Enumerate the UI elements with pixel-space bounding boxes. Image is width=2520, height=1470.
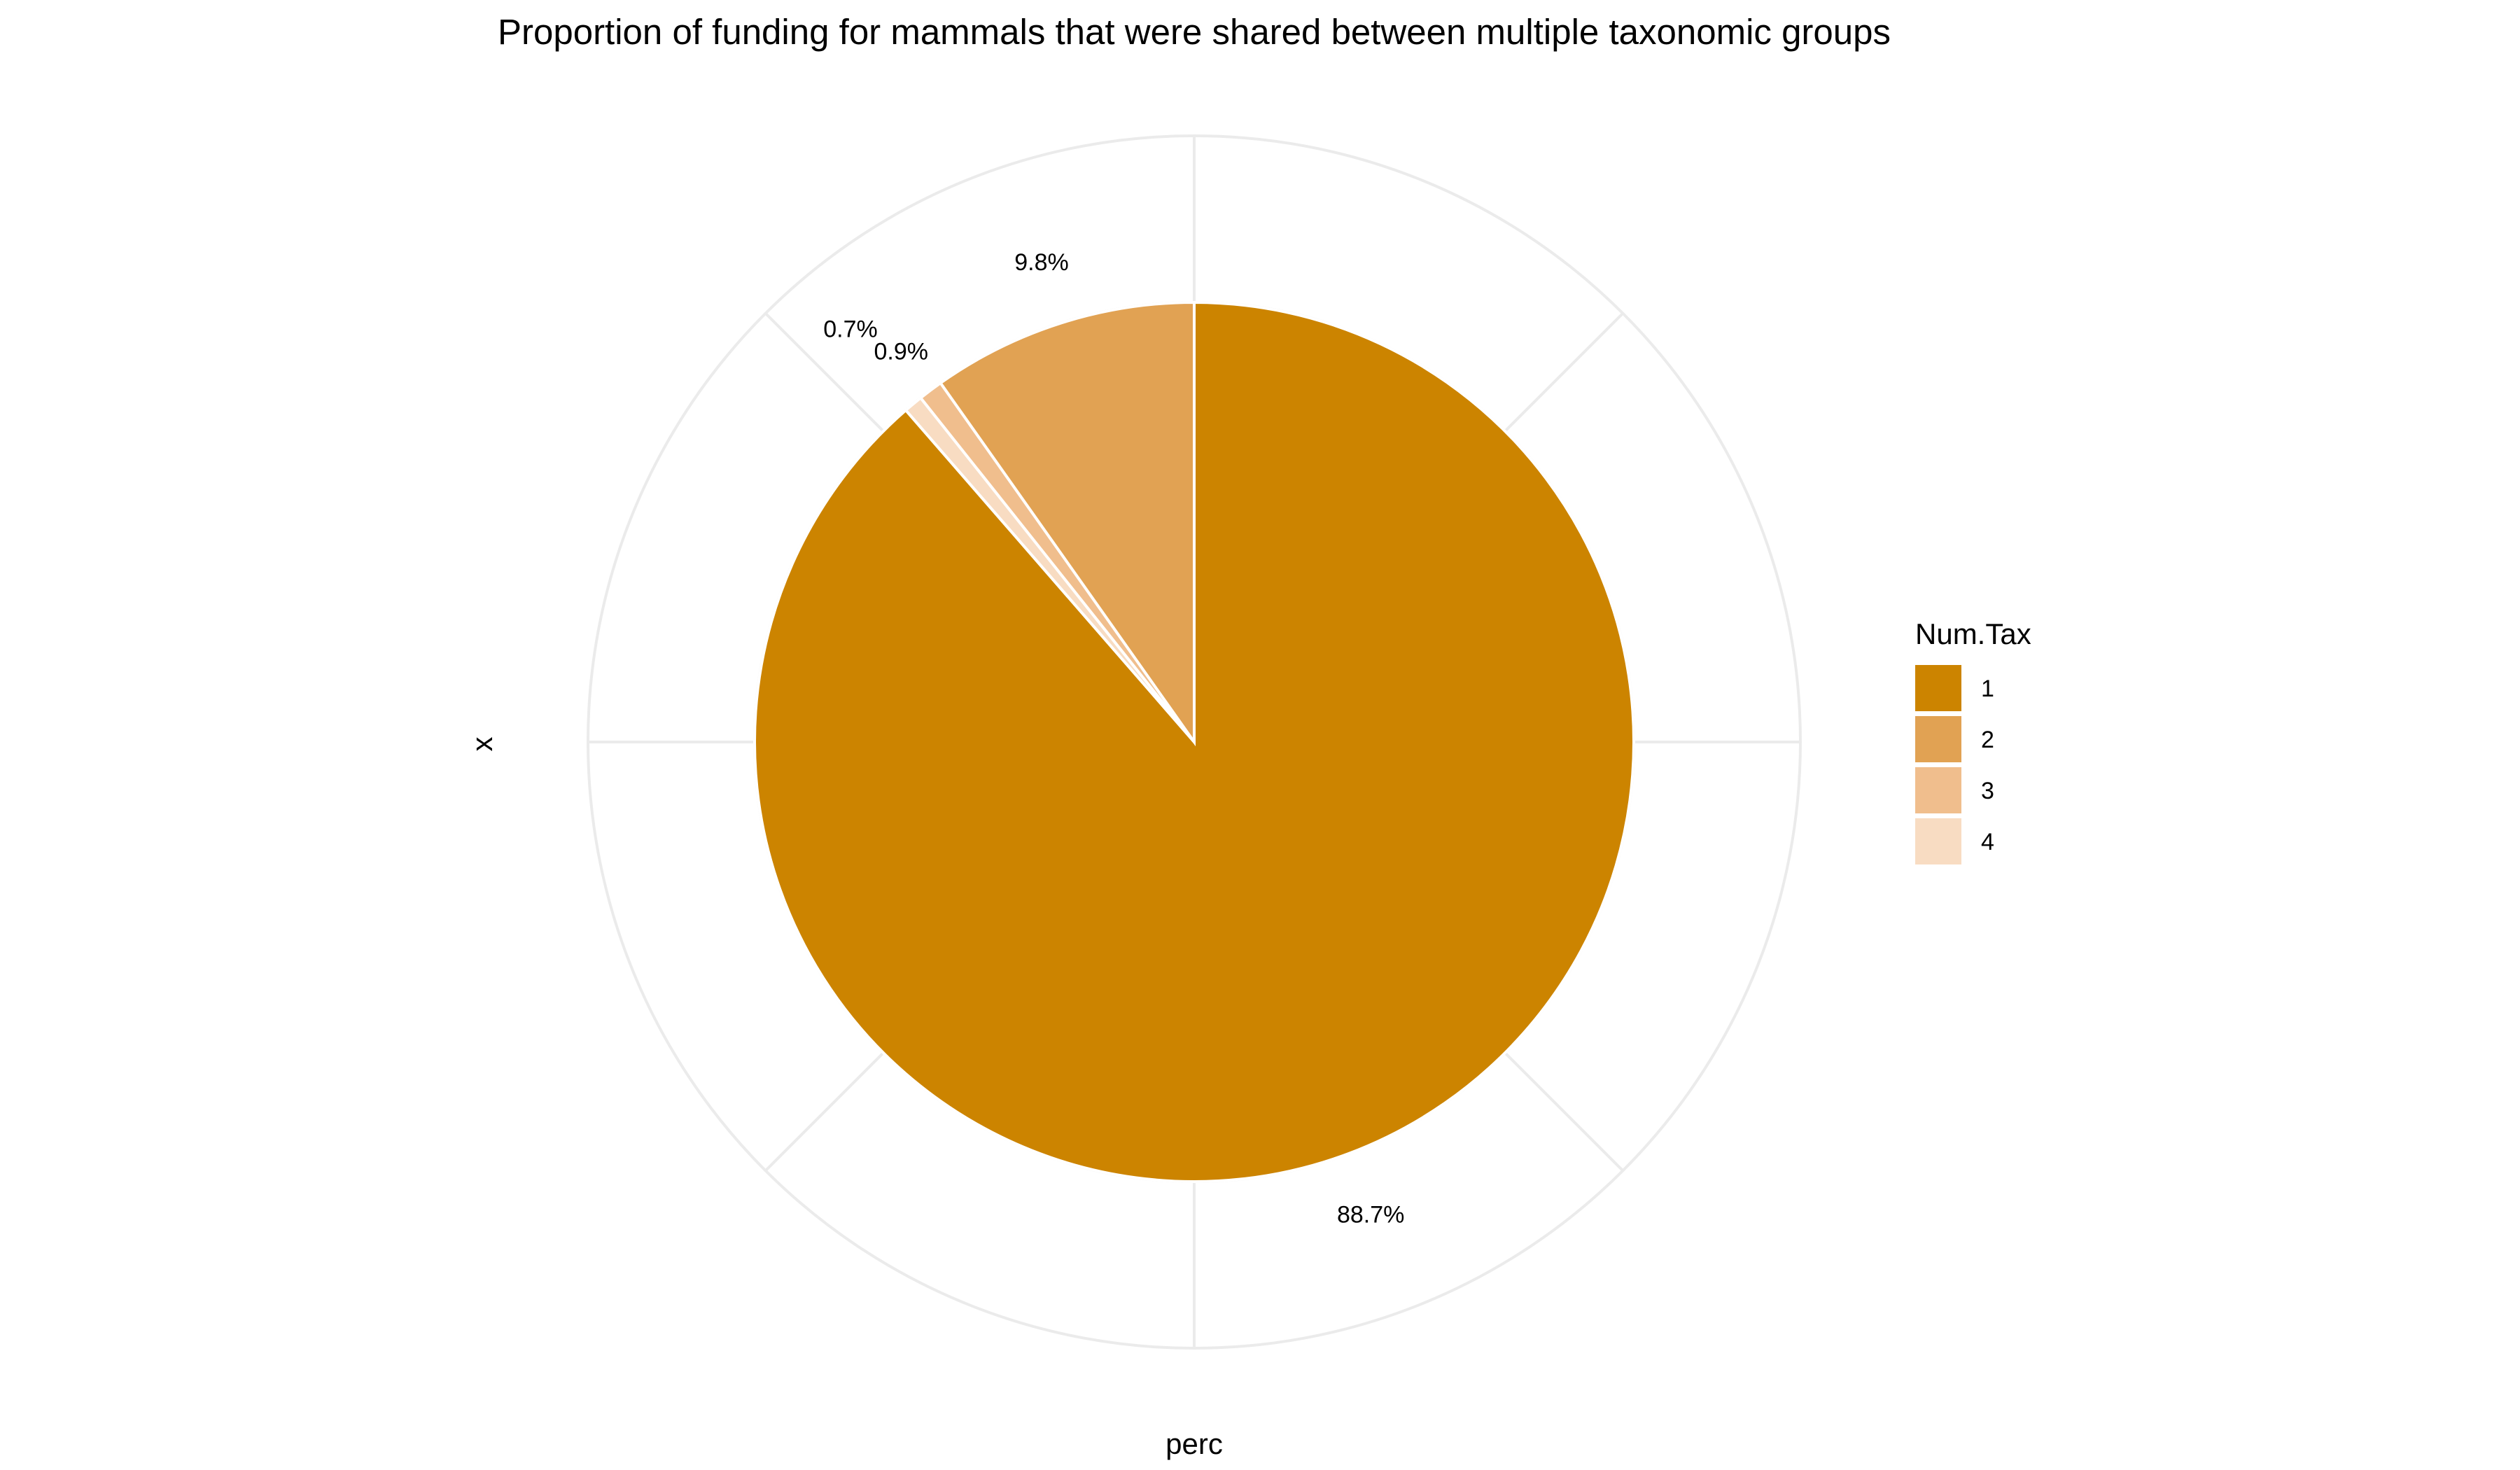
legend-label-2: 2 [1981, 727, 1994, 753]
legend-key-1 [1915, 665, 1961, 711]
legend-key-2 [1915, 716, 1961, 762]
slice-label-2: 9.8% [1014, 249, 1069, 276]
pie-slices [753, 300, 1635, 1183]
pie-slice-2 [938, 300, 1196, 747]
legend: Num.Tax 1 2 3 4 [1915, 617, 2031, 864]
slice-label-3: 0.9% [874, 339, 929, 365]
legend-label-4: 4 [1981, 829, 1994, 855]
slice-label-1: 88.7% [1337, 1201, 1404, 1228]
legend-label-3: 3 [1981, 778, 1994, 804]
slice-labels: 88.7% 0.7%0.9% 9.8% [823, 249, 1404, 1228]
chart-title: Proportion of funding for mammals that w… [498, 12, 1891, 52]
legend-key-3 [1915, 767, 1961, 813]
legend-label-1: 1 [1981, 676, 1994, 702]
y-axis-title: x [465, 737, 498, 752]
legend-key-4 [1915, 818, 1961, 864]
x-axis-title: perc [1166, 1427, 1223, 1460]
legend-items: 1 2 3 4 [1915, 665, 1994, 864]
legend-title: Num.Tax [1915, 617, 2031, 650]
slice-label-4: 0.7% [823, 316, 878, 342]
